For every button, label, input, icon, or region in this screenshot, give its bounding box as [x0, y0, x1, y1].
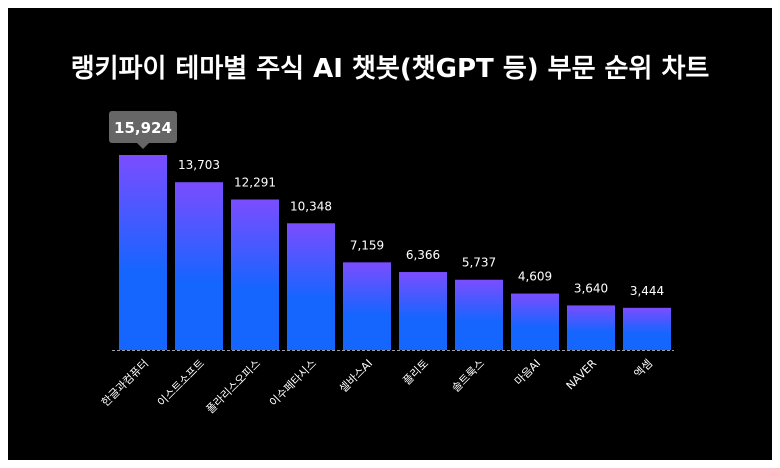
bar-5[interactable]: [343, 262, 391, 350]
chart-title: 랭키파이 테마별 주식 AI 챗봇(챗GPT 등) 부문 순위 차트: [70, 54, 710, 84]
bar-7[interactable]: [455, 279, 503, 350]
bar-4[interactable]: [287, 223, 335, 350]
tooltip-pointer: [137, 143, 149, 149]
value-label-5: 7,159: [350, 238, 384, 252]
value-label-10: 3,444: [630, 284, 664, 298]
category-label-6: 플리토: [400, 357, 431, 388]
category-label-5: 셀바스AI: [337, 357, 375, 395]
bar-6[interactable]: [399, 272, 447, 350]
bar-10[interactable]: [623, 307, 671, 350]
value-label-7: 5,737: [462, 256, 496, 270]
value-label-4: 10,348: [290, 199, 332, 213]
value-tooltip: 15,924: [109, 111, 177, 149]
category-label-10: 엑셈: [632, 357, 656, 381]
bar-8[interactable]: [511, 293, 559, 350]
category-label-1: 한글과컴퓨터: [99, 357, 151, 409]
category-label-4: 이수페타시스: [267, 357, 319, 409]
value-label-6: 6,366: [406, 248, 440, 262]
category-label-7: 솔트룩스: [449, 357, 487, 395]
value-label-2: 13,703: [178, 158, 220, 172]
bar-2[interactable]: [175, 182, 223, 350]
category-label-8: 마음AI: [512, 357, 543, 388]
category-label-9: NAVER: [564, 357, 600, 393]
bar-3[interactable]: [231, 199, 279, 350]
bar-1[interactable]: [119, 155, 167, 350]
tooltip-box: [109, 111, 177, 143]
bar-9[interactable]: [567, 305, 615, 350]
value-label-1: 15,924: [114, 119, 172, 137]
category-label-3: 폴라리스오피스: [204, 357, 263, 416]
value-label-8: 4,609: [518, 270, 552, 284]
category-label-2: 이스트소프트: [155, 357, 207, 409]
value-label-3: 12,291: [234, 175, 276, 189]
value-label-9: 3,640: [574, 281, 608, 295]
